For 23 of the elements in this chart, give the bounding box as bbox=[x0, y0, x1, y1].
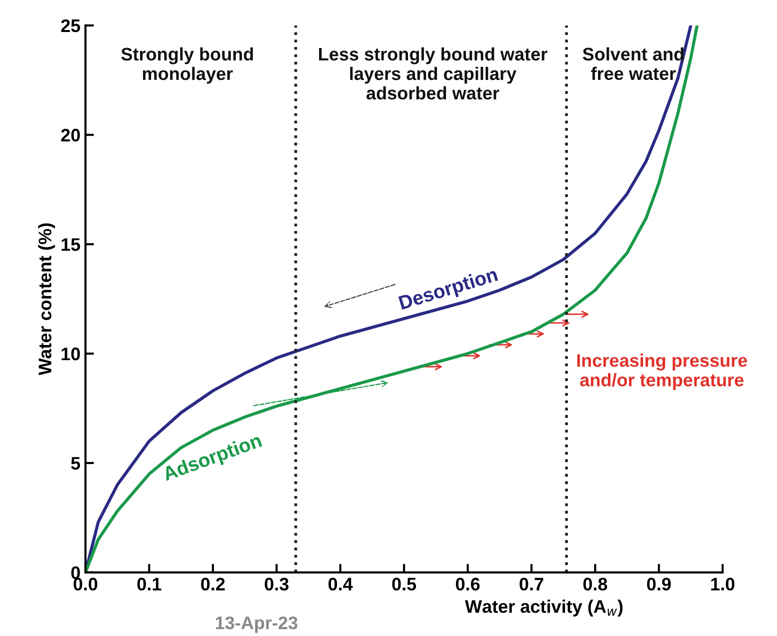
x-axis-title: Water activity (A$_{w}$) bbox=[464, 600, 623, 616]
x-tick-label: 0.6 bbox=[456, 578, 480, 591]
y-tick-label: 20 bbox=[61, 128, 80, 142]
y-tick-label: 10 bbox=[62, 348, 80, 360]
x-tick-label: 0.9 bbox=[647, 578, 671, 591]
annotation: Strongly bound monolayer bbox=[121, 47, 253, 84]
y-tick-label: 0 bbox=[71, 566, 80, 580]
annotation: Increasing pressure and/or temperature bbox=[577, 354, 748, 390]
x-tick-label: 0.8 bbox=[583, 578, 608, 591]
text: 13-Apr-23 bbox=[216, 616, 298, 633]
x-tick-label: 0.3 bbox=[264, 578, 289, 591]
y-axis-title: Water content (%) bbox=[38, 223, 55, 376]
x-tick-label: 0.5 bbox=[392, 578, 416, 591]
y-tick-label: 5 bbox=[71, 457, 80, 470]
x-tick-label: 1.0 bbox=[711, 578, 734, 591]
y-tick-label: 15 bbox=[62, 238, 80, 251]
x-tick-label: 0.2 bbox=[201, 578, 225, 591]
x-tick-label: 0.0 bbox=[74, 578, 98, 591]
y-tick-label: 25 bbox=[61, 19, 80, 32]
x-tick-label: 0.7 bbox=[520, 578, 544, 591]
x-tick-label: 0.4 bbox=[328, 578, 353, 591]
annotation: Less strongly bound water layers and capillary adsorbed water bbox=[319, 47, 548, 100]
x-tick-label: 0.1 bbox=[137, 578, 162, 591]
